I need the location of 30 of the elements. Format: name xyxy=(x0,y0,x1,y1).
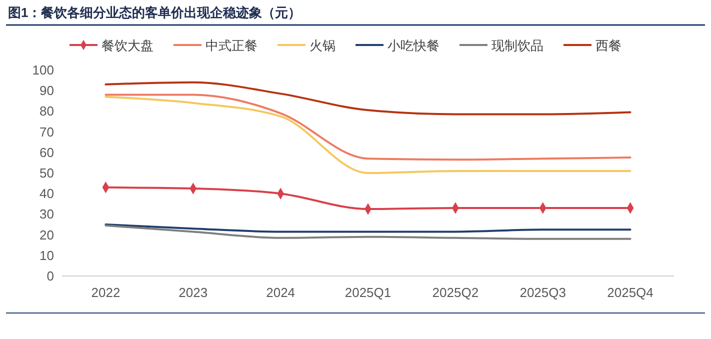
y-tick-label: 30 xyxy=(40,206,54,222)
y-tick-label: 20 xyxy=(40,227,54,242)
x-tick-label: 2023 xyxy=(178,285,208,300)
x-tick-label: 2025Q2 xyxy=(432,285,479,300)
x-tick-label: 2025Q3 xyxy=(520,285,566,300)
legend-label: 小吃快餐 xyxy=(388,38,440,53)
line-series xyxy=(104,94,632,161)
line-series xyxy=(104,96,632,174)
chart-title: 图1：餐饮各细分业态的客单价出现企稳迹象（元） xyxy=(8,5,302,20)
y-tick-label: 50 xyxy=(40,166,54,180)
y-tick-label: 40 xyxy=(40,186,54,202)
legend-label: 餐饮大盘 xyxy=(102,38,154,53)
legend-label: 火锅 xyxy=(310,38,336,53)
y-tick-label: 10 xyxy=(40,248,54,263)
line-series xyxy=(104,224,632,240)
y-tick-label: 60 xyxy=(40,144,54,160)
line-series xyxy=(104,81,632,116)
x-tick-label: 2024 xyxy=(266,285,296,300)
y-tick-label: 100 xyxy=(32,62,54,78)
x-tick-label: 2025Q1 xyxy=(344,285,392,300)
legend-label: 西餐 xyxy=(596,38,622,53)
x-tick-label: 2022 xyxy=(91,285,120,300)
y-tick-label: 90 xyxy=(40,83,54,98)
x-tick-label: 2025Q4 xyxy=(607,285,654,300)
y-tick-label: 0 xyxy=(46,268,54,284)
legend-label: 中式正餐 xyxy=(206,38,258,53)
line-series xyxy=(104,224,632,233)
y-tick-label: 80 xyxy=(40,104,54,119)
legend-label: 现制饮品 xyxy=(492,38,544,53)
y-tick-label: 70 xyxy=(40,124,54,140)
